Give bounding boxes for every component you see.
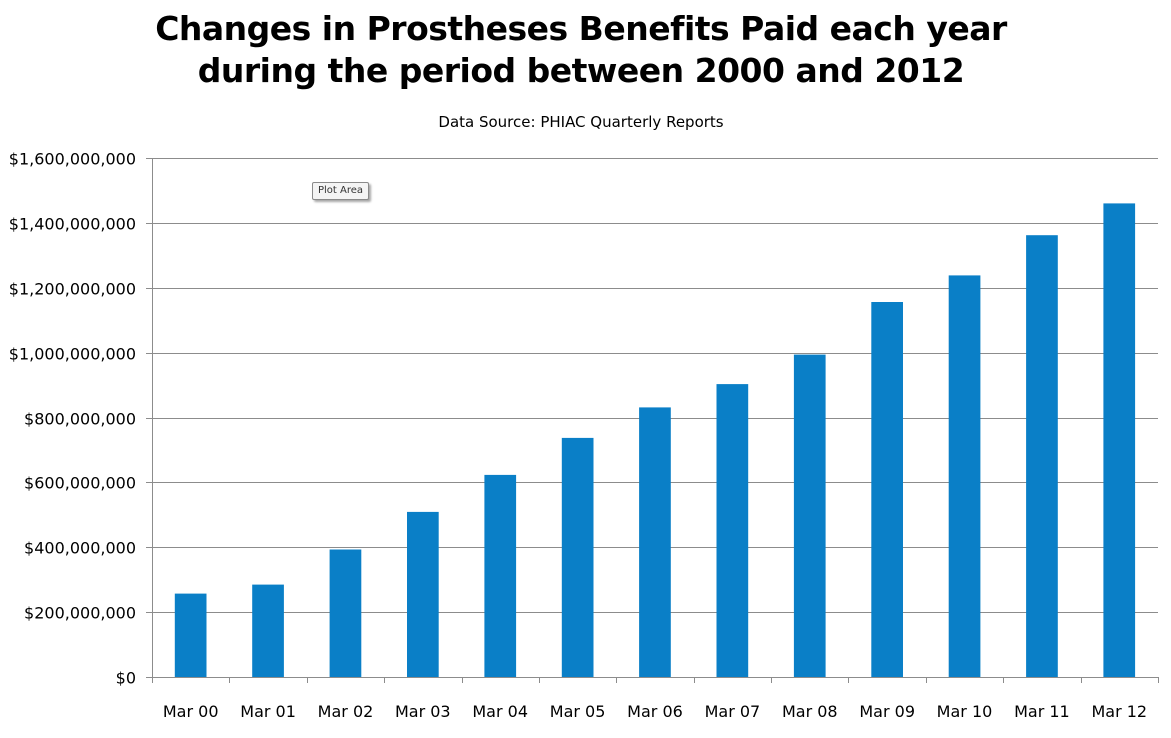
x-tick-label: Mar 04 xyxy=(472,702,528,721)
y-tick-label: $1,400,000,000 xyxy=(9,215,136,234)
bar-mar-01[interactable] xyxy=(252,584,284,677)
x-tick-label: Mar 03 xyxy=(395,702,451,721)
x-tick-label: Mar 11 xyxy=(1014,702,1070,721)
bar-mar-08[interactable] xyxy=(793,354,826,677)
chart-title-line-1: Changes in Prostheses Benefits Paid each… xyxy=(155,9,1007,48)
x-tick-label: Mar 01 xyxy=(240,702,296,721)
bar-mar-04[interactable] xyxy=(484,474,517,677)
x-tick-label: Mar 10 xyxy=(937,702,993,721)
x-tick-label: Mar 00 xyxy=(163,702,219,721)
y-tick-label: $400,000,000 xyxy=(24,539,136,558)
bar-mar-11[interactable] xyxy=(1026,235,1058,677)
y-tick-label: $600,000,000 xyxy=(24,474,136,493)
bar-mar-05[interactable] xyxy=(561,437,594,677)
bar-mar-09[interactable] xyxy=(871,302,903,677)
y-tick-labels: $0 $200,000,000 $400,000,000 $600,000,000 $8… xyxy=(9,150,136,688)
bar-mar-02[interactable] xyxy=(329,549,362,678)
bar-mar-03[interactable] xyxy=(407,511,439,677)
y-tick-label: $0 xyxy=(116,669,136,688)
chart-title-line-2: during the period between 2000 and 2012 xyxy=(197,51,965,90)
x-tick-labels: Mar 00 Mar 01 Mar 02 Mar 03 Mar 04 Mar 05 Mar … xyxy=(163,702,1147,721)
bar-mar-12[interactable] xyxy=(1103,203,1136,677)
x-tick-label: Mar 09 xyxy=(859,702,915,721)
x-tick-label: Mar 05 xyxy=(550,702,606,721)
chart-subtitle: Data Source: PHIAC Quarterly Reports xyxy=(438,113,724,131)
y-tick-label: $1,000,000,000 xyxy=(9,345,136,364)
bar-mar-00[interactable] xyxy=(174,593,207,677)
axes xyxy=(146,158,1159,683)
y-tick-label: $1,600,000,000 xyxy=(9,150,136,169)
x-tick-label: Mar 02 xyxy=(318,702,374,721)
bar-mar-06[interactable] xyxy=(639,407,671,677)
y-tick-label: $800,000,000 xyxy=(24,410,136,429)
x-tick-label: Mar 12 xyxy=(1091,702,1147,721)
x-tick-label: Mar 08 xyxy=(782,702,838,721)
y-tick-label: $200,000,000 xyxy=(24,604,136,623)
x-tick-label: Mar 06 xyxy=(627,702,683,721)
chart-title: Changes in Prostheses Benefits Paid each… xyxy=(0,8,1162,92)
x-tick-label: Mar 07 xyxy=(705,702,761,721)
bars xyxy=(174,203,1136,678)
bar-mar-10[interactable] xyxy=(948,275,981,677)
plot-area-tooltip: Plot Area xyxy=(312,182,370,200)
y-tick-label: $1,200,000,000 xyxy=(9,280,136,299)
bar-mar-07[interactable] xyxy=(716,384,749,677)
